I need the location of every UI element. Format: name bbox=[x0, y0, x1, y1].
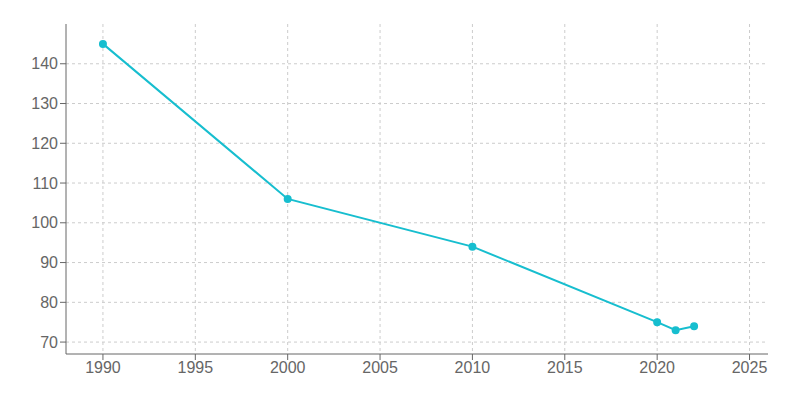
svg-text:2005: 2005 bbox=[362, 359, 398, 376]
svg-text:110: 110 bbox=[32, 175, 58, 192]
svg-text:2000: 2000 bbox=[270, 359, 306, 376]
svg-text:80: 80 bbox=[40, 294, 58, 311]
svg-text:2025: 2025 bbox=[732, 359, 768, 376]
svg-text:70: 70 bbox=[40, 334, 58, 351]
svg-text:100: 100 bbox=[31, 214, 58, 231]
svg-text:140: 140 bbox=[31, 55, 58, 72]
svg-text:130: 130 bbox=[31, 95, 58, 112]
svg-text:90: 90 bbox=[40, 254, 58, 271]
svg-text:1995: 1995 bbox=[178, 359, 214, 376]
svg-text:2020: 2020 bbox=[639, 359, 675, 376]
svg-text:1990: 1990 bbox=[85, 359, 121, 376]
svg-text:120: 120 bbox=[31, 135, 58, 152]
svg-text:2015: 2015 bbox=[547, 359, 583, 376]
svg-text:2010: 2010 bbox=[455, 359, 491, 376]
